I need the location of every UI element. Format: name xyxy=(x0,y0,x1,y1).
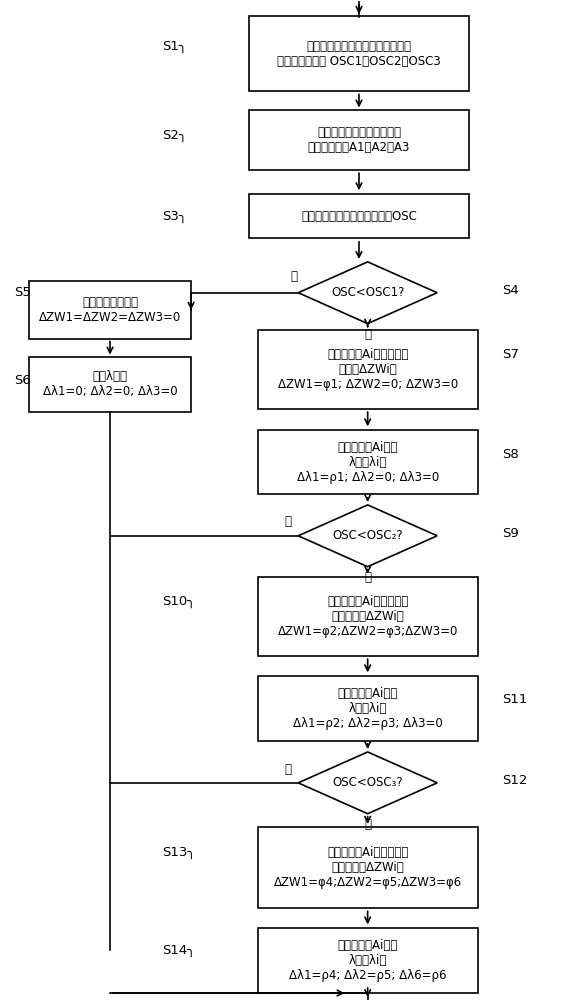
Text: S4: S4 xyxy=(503,284,519,297)
Text: 确定发动机特性场的越来越
大的部分区域A1、A2、A3: 确定发动机特性场的越来越 大的部分区域A1、A2、A3 xyxy=(308,126,410,154)
Text: S2╮: S2╮ xyxy=(162,129,187,142)
Text: S12: S12 xyxy=(503,774,528,787)
Polygon shape xyxy=(298,262,437,324)
Text: S6: S6 xyxy=(14,374,31,387)
Text: 为部分区域Ai调整
λ调整λi：
Δλ1=ρ2; Δλ2=ρ3; Δλ3=0: 为部分区域Ai调整 λ调整λi： Δλ1=ρ2; Δλ2=ρ3; Δλ3=0 xyxy=(293,687,442,730)
Text: S13╮: S13╮ xyxy=(162,846,196,859)
Text: 为部分区域Ai调整
λ调整λi：
Δλ1=ρ4; Δλ2=ρ5; Δλ6=ρ6: 为部分区域Ai调整 λ调整λi： Δλ1=ρ4; Δλ2=ρ5; Δλ6=ρ6 xyxy=(289,939,446,982)
Polygon shape xyxy=(298,505,437,567)
Text: 为部分区域Ai调整点火角
度延迟调整ΔZWi：
ΔZW1=φ2;ΔZW2=φ3;ΔZW3=0: 为部分区域Ai调整点火角 度延迟调整ΔZWi： ΔZW1=φ2;ΔZW2=φ3;… xyxy=(277,595,458,638)
Text: S5: S5 xyxy=(14,286,31,299)
Text: 为部分区域Ai调整点火角
度延迟调整ΔZWi：
ΔZW1=φ4;ΔZW2=φ5;ΔZW3=φ6: 为部分区域Ai调整点火角 度延迟调整ΔZWi： ΔZW1=φ4;ΔZW2=φ5;… xyxy=(274,846,461,889)
FancyBboxPatch shape xyxy=(258,577,478,656)
Text: OSC<OSC₃?: OSC<OSC₃? xyxy=(332,776,403,789)
Text: S9: S9 xyxy=(503,527,519,540)
Text: S10╮: S10╮ xyxy=(162,595,195,608)
FancyBboxPatch shape xyxy=(258,928,478,993)
FancyBboxPatch shape xyxy=(258,330,478,409)
Text: S1╮: S1╮ xyxy=(162,40,187,53)
Text: OSC<OSC1?: OSC<OSC1? xyxy=(331,286,404,299)
Text: 是: 是 xyxy=(364,328,371,341)
Text: 为废气催化器的氧存储能力确定越
来越小的极限值 OSC1、OSC2、OSC3: 为废气催化器的氧存储能力确定越 来越小的极限值 OSC1、OSC2、OSC3 xyxy=(277,40,441,68)
Text: 否: 否 xyxy=(284,515,291,528)
Text: S14╮: S14╮ xyxy=(162,944,195,957)
FancyBboxPatch shape xyxy=(258,430,478,494)
Text: 是: 是 xyxy=(364,571,371,584)
FancyBboxPatch shape xyxy=(258,676,478,741)
FancyBboxPatch shape xyxy=(258,827,478,908)
FancyBboxPatch shape xyxy=(249,110,469,170)
FancyBboxPatch shape xyxy=(249,194,469,238)
Text: 否: 否 xyxy=(291,270,298,283)
Text: 否: 否 xyxy=(284,763,291,776)
Text: S3╮: S3╮ xyxy=(162,210,187,223)
FancyBboxPatch shape xyxy=(29,357,191,412)
Text: 是: 是 xyxy=(364,818,371,831)
Text: OSC<OSC₂?: OSC<OSC₂? xyxy=(332,529,403,542)
FancyBboxPatch shape xyxy=(29,281,191,339)
Text: 为部分区域Ai调整
λ调整λi：
Δλ1=ρ1; Δλ2=0; Δλ3=0: 为部分区域Ai调整 λ调整λi： Δλ1=ρ1; Δλ2=0; Δλ3=0 xyxy=(296,441,439,484)
Text: 没有点火角度调整
ΔZW1=ΔZW2=ΔZW3=0: 没有点火角度调整 ΔZW1=ΔZW2=ΔZW3=0 xyxy=(39,296,181,324)
Text: S11: S11 xyxy=(503,693,528,706)
Text: 求得废气催化器的氧存储能力OSC: 求得废气催化器的氧存储能力OSC xyxy=(301,210,417,223)
Polygon shape xyxy=(298,752,437,814)
Text: 为部分区域Ai调整点火角
度调整ΔZWi：
ΔZW1=φ1; ΔZW2=0; ΔZW3=0: 为部分区域Ai调整点火角 度调整ΔZWi： ΔZW1=φ1; ΔZW2=0; Δ… xyxy=(277,348,458,391)
Text: S7: S7 xyxy=(503,348,519,361)
FancyBboxPatch shape xyxy=(249,16,469,91)
Text: S8: S8 xyxy=(503,448,519,461)
Text: 没有λ调整
Δλ1=0; Δλ2=0; Δλ3=0: 没有λ调整 Δλ1=0; Δλ2=0; Δλ3=0 xyxy=(43,370,177,398)
